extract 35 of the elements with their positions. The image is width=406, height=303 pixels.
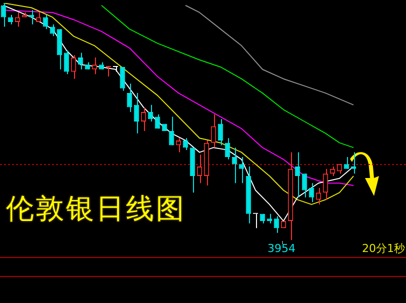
candlestick: [274, 216, 280, 234]
candlestick: [36, 12, 42, 22]
candlestick: [302, 173, 308, 198]
candlestick: [106, 66, 112, 77]
candlestick: [120, 66, 126, 92]
candlestick: [148, 104, 154, 122]
candlestick: [134, 92, 140, 134]
candlestick: [350, 152, 356, 174]
candlestick: [140, 106, 146, 132]
candlestick: [308, 182, 314, 203]
candlestick: [210, 114, 216, 148]
candlestick: [64, 50, 70, 75]
candlestick: [224, 138, 230, 160]
candlestick: [14, 12, 20, 28]
candlestick: [126, 83, 132, 113]
candlestick: [232, 147, 238, 184]
candlestick: [92, 57, 98, 75]
candlestick: [322, 168, 328, 200]
candlestick: [112, 66, 118, 72]
candlestick: [182, 138, 188, 150]
text: 20分1秒: [362, 242, 405, 255]
candlestick: [238, 156, 244, 184]
candlestick: [70, 54, 76, 80]
candlestick: [196, 154, 202, 184]
candlestick: [294, 152, 300, 198]
candlestick: [42, 14, 48, 30]
text: 伦敦银日线图: [6, 191, 186, 227]
candlestick: [78, 52, 84, 70]
candlestick: [218, 118, 224, 146]
candlestick: [50, 24, 56, 37]
candlestick: [266, 213, 272, 224]
candlestick: [316, 187, 322, 205]
candlestick: [168, 116, 174, 146]
text: 3954: [268, 242, 296, 255]
candlestick: [8, 14, 14, 25]
